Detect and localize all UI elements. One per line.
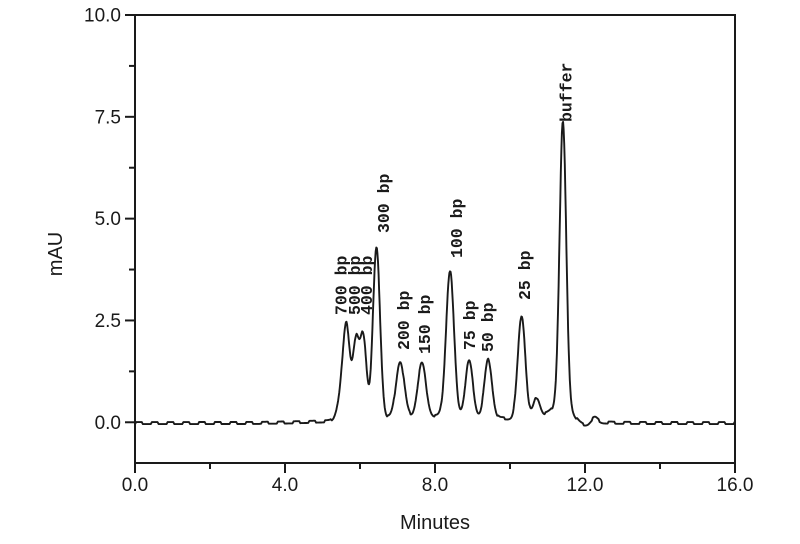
peak-label-300-bp: 300 bp xyxy=(375,173,394,233)
peak-label-200-bp: 200 bp xyxy=(395,290,414,350)
peak-label-700-bp: 700 bp xyxy=(333,255,352,315)
x-tick-label: 12.0 xyxy=(567,475,604,496)
plot-frame xyxy=(134,14,736,464)
peak-label-100-bp: 100 bp xyxy=(448,198,467,258)
peak-label-buffer: buffer xyxy=(558,63,577,122)
x-tick-label: 16.0 xyxy=(717,475,754,496)
x-tick-label: 0.0 xyxy=(122,475,148,496)
peak-label-400-bp: 400 bp xyxy=(358,255,377,315)
chromatogram-trace xyxy=(134,120,736,427)
peak-label-500-bp: 500 bp xyxy=(346,255,365,315)
x-tick-label: 4.0 xyxy=(272,475,298,496)
y-tick-label: 5.0 xyxy=(95,209,121,230)
axis-tick-labels-layer: 0.0 4.0 8.0 12.0 16.0 0.0 2.5 5.0 7.5 10.0 xyxy=(84,6,753,497)
y-axis-title: mAU xyxy=(45,232,67,276)
x-tick-label: 8.0 xyxy=(422,475,448,496)
y-tick-label: 0.0 xyxy=(95,413,121,434)
y-tick-label: 2.5 xyxy=(95,311,121,332)
peak-label-150-bp: 150 bp xyxy=(416,294,435,354)
x-axis-title: Minutes xyxy=(400,512,470,534)
peak-label-25-bp: 25 bp xyxy=(516,250,535,300)
y-tick-label: 10.0 xyxy=(84,6,121,27)
y-tick-label: 7.5 xyxy=(95,107,121,128)
peak-label-50-bp: 50 bp xyxy=(479,302,498,352)
peak-label-75-bp: 75 bp xyxy=(461,300,480,350)
